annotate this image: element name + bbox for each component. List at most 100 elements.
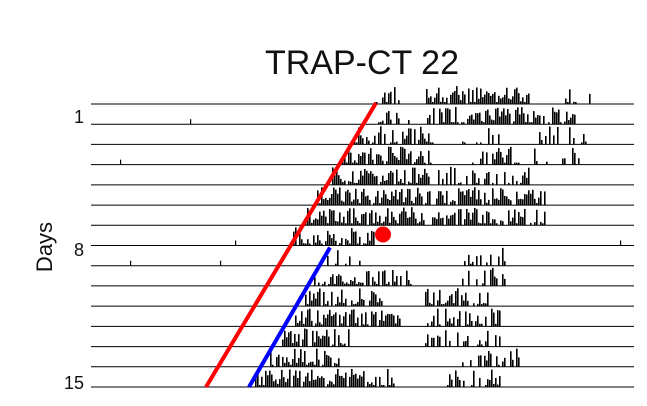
activity-bar (345, 238, 347, 246)
activity-bar (336, 168, 338, 185)
day-row (91, 227, 634, 246)
activity-bar (492, 219, 494, 226)
activity-bar (574, 114, 576, 125)
activity-bar (292, 359, 294, 367)
activity-bar (294, 334, 296, 347)
activity-bar (504, 278, 506, 286)
activity-bar (295, 370, 297, 387)
activity-bar (451, 122, 453, 125)
activity-bar (306, 364, 308, 367)
activity-bar (361, 191, 363, 206)
activity-bar (553, 135, 555, 145)
activity-bar (383, 221, 385, 226)
activity-bar (472, 162, 474, 165)
activity-bar (375, 212, 377, 226)
activity-bar (397, 223, 399, 226)
activity-bar (510, 221, 512, 226)
activity-bar (307, 372, 309, 387)
activity-bar (388, 93, 390, 104)
activity-bar (327, 223, 329, 226)
activity-bar (427, 323, 429, 327)
activity-bar (399, 318, 401, 327)
activity-bar (508, 182, 510, 185)
activity-bar (545, 135, 547, 145)
activity-bar (468, 254, 470, 266)
activity-bar (516, 87, 518, 104)
activity-bar (420, 151, 422, 165)
activity-bar (512, 175, 514, 185)
activity-bar (449, 374, 451, 387)
activity-bar (413, 203, 415, 206)
activity-bar (458, 94, 460, 104)
activity-bar (525, 121, 527, 125)
activity-bar (433, 108, 435, 125)
activity-bar (497, 310, 499, 327)
y-tick-label-1: 1 (74, 107, 84, 127)
activity-bar (324, 281, 326, 286)
activity-bar (488, 199, 490, 206)
activity-bar (489, 115, 491, 125)
activity-bar (294, 348, 296, 367)
activity-bar (279, 379, 281, 387)
activity-bar (337, 193, 339, 206)
activity-bar (386, 283, 388, 286)
activity-bar (442, 178, 444, 185)
activity-bar (431, 321, 433, 327)
activity-bar (506, 155, 508, 165)
activity-bar (531, 122, 533, 125)
activity-bar (365, 196, 367, 206)
activity-bar (377, 190, 379, 206)
activity-bar (459, 311, 461, 327)
activity-bar (445, 108, 447, 125)
activity-bar (506, 196, 508, 206)
activity-bar (417, 223, 419, 226)
activity-bar (470, 263, 472, 266)
activity-bar (486, 91, 488, 104)
activity-bar (346, 282, 348, 286)
activity-bar (495, 335, 497, 347)
activity-bar (380, 121, 382, 125)
activity-bar (470, 102, 472, 104)
activity-bar (487, 379, 489, 387)
activity-bar (398, 118, 400, 125)
activity-bar (446, 215, 448, 226)
activity-bar (292, 343, 294, 347)
chart-title: TRAP-CT 22 (265, 44, 459, 82)
activity-bar (337, 368, 339, 387)
activity-bar (492, 188, 494, 206)
activity-bar (336, 363, 338, 367)
activity-bar (384, 270, 386, 286)
activity-bar (514, 89, 516, 104)
activity-bar (465, 340, 467, 347)
activity-bar (314, 277, 316, 286)
activity-bar (375, 376, 377, 387)
activity-bar (315, 218, 317, 226)
activity-bar (411, 200, 413, 206)
activity-bar (542, 223, 544, 226)
activity-bar (569, 127, 571, 145)
activity-bar (427, 334, 429, 347)
activity-bar (309, 381, 311, 387)
activity-bar (445, 302, 447, 307)
activity-bar (533, 111, 535, 125)
activity-bar (537, 115, 539, 125)
activity-bar (334, 329, 336, 347)
y-axis-label: Days (32, 222, 57, 272)
activity-bar (474, 187, 476, 206)
activity-bar (120, 159, 122, 165)
activity-bar (383, 190, 385, 206)
activity-bar (337, 250, 339, 266)
activity-bar (522, 175, 524, 185)
activity-bar (494, 219, 496, 226)
activity-bar (491, 369, 493, 387)
activity-bar (317, 310, 319, 327)
activity-bar (367, 195, 369, 206)
activity-bar (381, 385, 383, 387)
activity-bar (583, 133, 585, 145)
activity-bar (353, 199, 355, 206)
activity-bar (564, 158, 566, 165)
activity-bar (317, 291, 319, 307)
activity-bar (376, 175, 378, 185)
activity-bar (492, 93, 494, 104)
activity-bar (365, 312, 367, 327)
